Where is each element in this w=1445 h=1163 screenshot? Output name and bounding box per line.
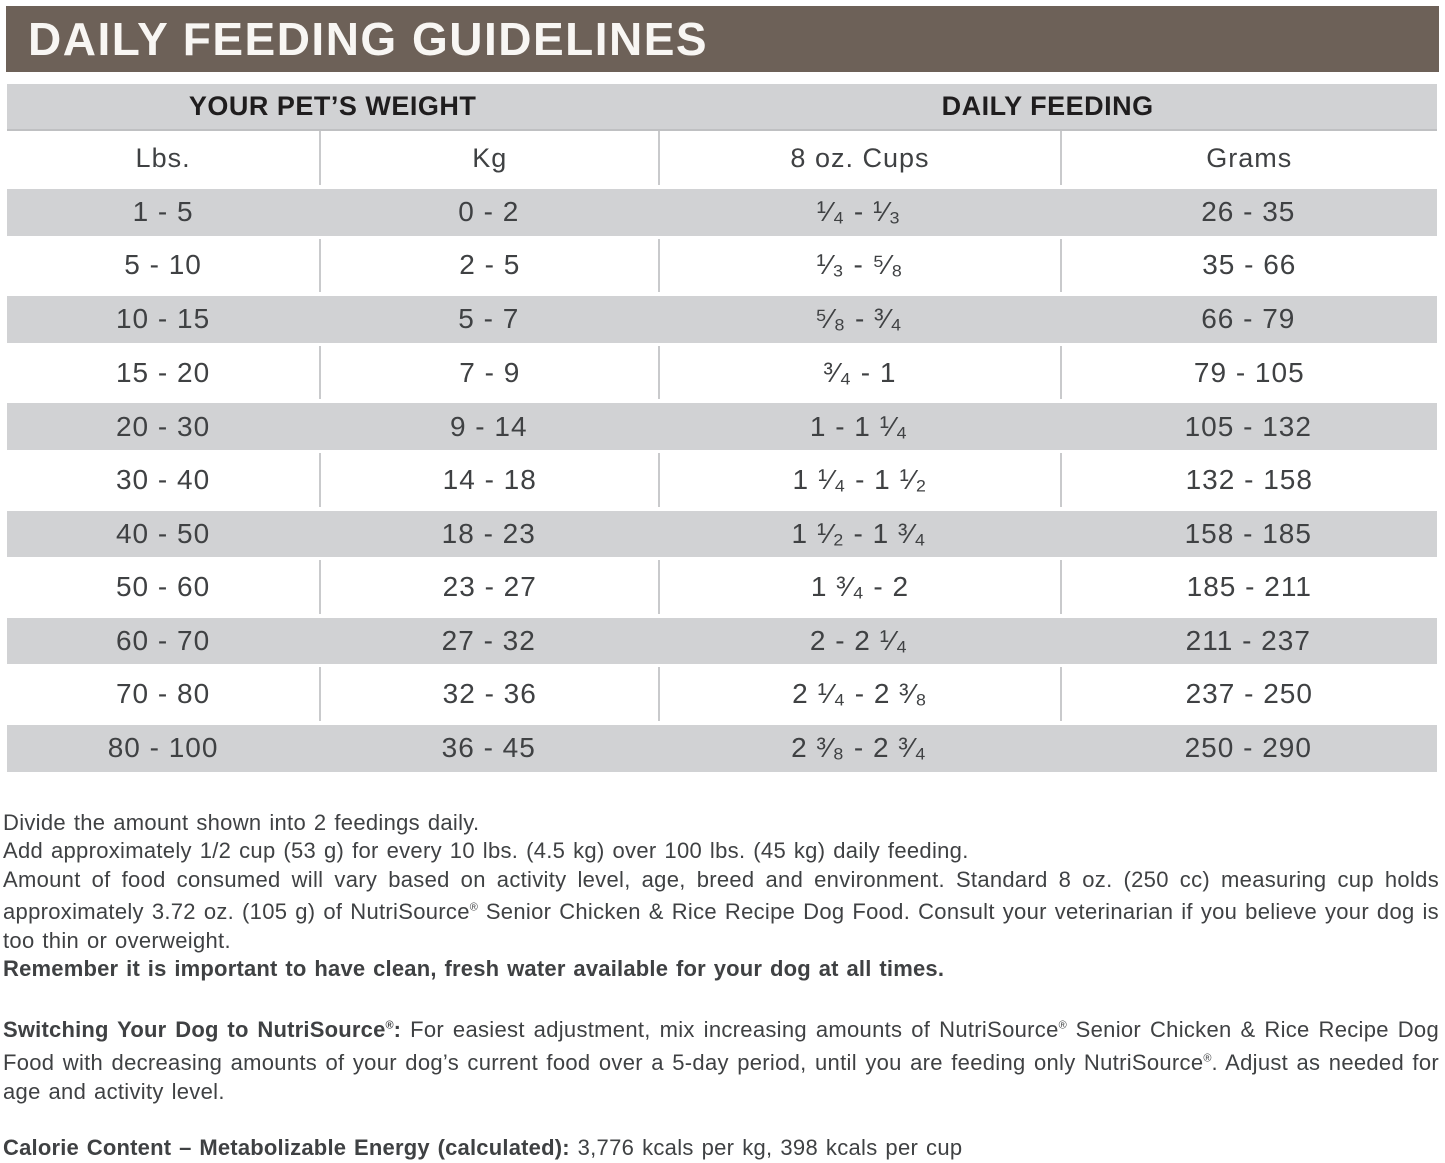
- table-row: 15 - 20 7 - 9 ³⁄₄ - 1 79 - 105: [7, 345, 1437, 400]
- table-cell: 18 - 23: [441, 517, 536, 549]
- column-header-lbs: Lbs.: [135, 142, 191, 173]
- registered-trademark-symbol: ®: [469, 902, 478, 915]
- table-cell: 80 - 100: [107, 732, 219, 764]
- table-cell: ¹⁄₃ - ⁵⁄₈: [658, 238, 1059, 293]
- table-rows: 1 - 5 0 - 2 ¹⁄₄ - ¹⁄₃ 26 - 35 5 - 10 2 - 5 ¹⁄₃…: [7, 185, 1437, 775]
- table-cell: 30 - 40: [115, 463, 211, 495]
- table-cell: 70 - 80: [115, 678, 211, 710]
- table-row: 1 - 5 0 - 2 ¹⁄₄ - ¹⁄₃ 26 - 35: [7, 185, 1437, 239]
- table-row: 70 - 80 32 - 36 2 ¹⁄₄ - 2 ³⁄₈ 237 - 250: [7, 667, 1437, 721]
- column-header-cups: 8 oz. Cups: [658, 131, 1059, 185]
- note-paragraph: Amount of food consumed will vary based …: [3, 866, 1439, 953]
- table-row: 40 - 50 18 - 23 1 ¹⁄₂ - 1 ³⁄₄ 158 - 185: [7, 506, 1437, 561]
- table-cell: ¹⁄₄ - ¹⁄₃: [816, 196, 902, 228]
- table-cell: 9 - 14: [449, 410, 528, 442]
- table-cell: 40 - 50: [115, 517, 211, 549]
- section-header-daily-feeding: DAILY FEEDING: [941, 91, 1154, 121]
- table-row: 10 - 15 5 - 7 ⁵⁄₈ - ³⁄₄ 66 - 79: [7, 292, 1437, 346]
- table-cell: 2 - 2 ¹⁄₄: [809, 625, 909, 657]
- table-row: 60 - 70 27 - 32 2 - 2 ¹⁄₄ 211 - 237: [7, 613, 1437, 668]
- registered-trademark-symbol: ®: [1058, 1019, 1067, 1032]
- table-cell: 2 - 5: [319, 238, 658, 293]
- table-cell: 79 - 105: [1059, 345, 1437, 400]
- table-cell: 66 - 79: [1201, 303, 1296, 335]
- table-cell: 23 - 27: [319, 560, 658, 614]
- note-paragraph: Switching Your Dog to NutriSource®: For …: [3, 1017, 1440, 1104]
- table-cell: 1 - 5: [132, 196, 194, 228]
- table-cell: 7 - 9: [319, 345, 658, 400]
- table-cell: 36 - 45: [441, 732, 536, 764]
- note-paragraph: Add approximately 1/2 cup (53 g) for eve…: [3, 838, 969, 864]
- table-cell: 132 - 158: [1059, 452, 1437, 507]
- registered-trademark-symbol: ®: [385, 1019, 394, 1032]
- table-cell: 1 ¹⁄₂ - 1 ³⁄₄: [791, 517, 927, 549]
- page-title: DAILY FEEDING GUIDELINES: [28, 13, 709, 65]
- table-row: 80 - 100 36 - 45 2 ³⁄₈ - 2 ³⁄₄ 250 - 290: [7, 720, 1437, 775]
- registered-trademark-symbol: ®: [1203, 1052, 1212, 1065]
- table-cell: 50 - 60: [115, 570, 211, 602]
- table-cell: 14 - 18: [319, 452, 658, 507]
- column-header-kg: Kg: [319, 131, 658, 185]
- table-cell: 15 - 20: [115, 356, 211, 388]
- note-paragraph: Divide the amount shown into 2 feedings …: [3, 809, 480, 835]
- table-section-header-row: YOUR PET’S WEIGHT DAILY FEEDING: [7, 84, 1437, 131]
- feeding-notes: Divide the amount shown into 2 feedings …: [3, 809, 1439, 1163]
- section-header-pet-weight: YOUR PET’S WEIGHT: [188, 91, 477, 121]
- table-cell: 237 - 250: [1059, 667, 1437, 721]
- table-cell: ⁵⁄₈ - ³⁄₄: [815, 303, 903, 335]
- table-cell: 105 - 132: [1184, 410, 1312, 442]
- table-row: 20 - 30 9 - 14 1 - 1 ¹⁄₄ 105 - 132: [7, 399, 1437, 453]
- table-row: 5 - 10 2 - 5 ¹⁄₃ - ⁵⁄₈ 35 - 66: [7, 238, 1437, 293]
- table-cell: 60 - 70: [115, 625, 211, 657]
- table-cell: 10 - 15: [115, 303, 211, 335]
- table-cell: 5 - 10: [124, 249, 202, 281]
- table-cell: 27 - 32: [441, 625, 536, 657]
- column-header-grams: Grams: [1059, 131, 1437, 185]
- table-cell: 20 - 30: [115, 410, 211, 442]
- table-cell: 185 - 211: [1059, 560, 1437, 614]
- table-cell: 1 ³⁄₄ - 2: [658, 560, 1059, 614]
- table-cell: 250 - 290: [1184, 732, 1312, 764]
- table-cell: 26 - 35: [1201, 196, 1296, 228]
- feeding-guidelines-label: DAILY FEEDING GUIDELINES YOUR PET’S WEIG…: [0, 6, 1445, 1160]
- table-cell: 158 - 185: [1184, 517, 1312, 549]
- note-paragraph: Calorie Content – Metabolizable Energy (…: [3, 1135, 963, 1161]
- table-cell: 2 ³⁄₈ - 2 ³⁄₄: [791, 732, 927, 764]
- table-cell: 1 - 1 ¹⁄₄: [809, 410, 909, 442]
- title-bar: DAILY FEEDING GUIDELINES: [6, 6, 1439, 72]
- table-cell: ³⁄₄ - 1: [658, 345, 1059, 400]
- table-cell: 0 - 2: [458, 196, 520, 228]
- note-paragraph: Remember it is important to have clean, …: [3, 956, 945, 982]
- table-column-header-row: Lbs. Kg 8 oz. Cups Grams: [7, 131, 1437, 185]
- feeding-table: YOUR PET’S WEIGHT DAILY FEEDING Lbs. Kg …: [7, 84, 1437, 775]
- table-row: 30 - 40 14 - 18 1 ¹⁄₄ - 1 ¹⁄₂ 132 - 158: [7, 452, 1437, 507]
- table-cell: 1 ¹⁄₄ - 1 ¹⁄₂: [658, 452, 1059, 507]
- table-cell: 35 - 66: [1059, 238, 1437, 293]
- table-cell: 211 - 237: [1185, 625, 1311, 657]
- table-cell: 32 - 36: [319, 667, 658, 721]
- table-row: 50 - 60 23 - 27 1 ³⁄₄ - 2 185 - 211: [7, 560, 1437, 614]
- table-cell: 5 - 7: [458, 303, 520, 335]
- table-cell: 2 ¹⁄₄ - 2 ³⁄₈: [658, 667, 1059, 721]
